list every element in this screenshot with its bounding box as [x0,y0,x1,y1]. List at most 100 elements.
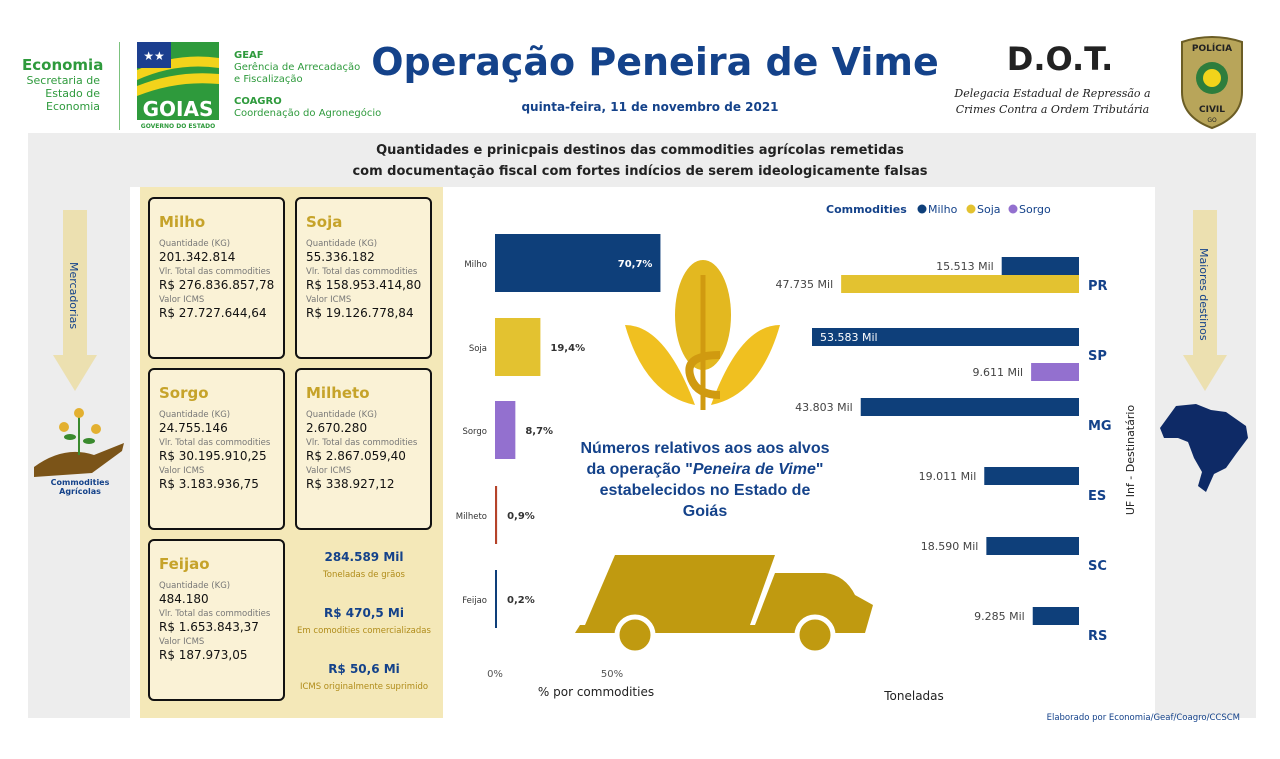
bar-es-milho [984,467,1079,485]
bar-milheto [495,486,498,544]
subtitle-line: Quantidades e prinicpais destinos das co… [376,143,904,158]
total-value: 284.589 Mil [324,550,404,564]
y-axis-label: UF Inf - Destinatário [1124,405,1137,516]
commodities-hand-icon [34,408,124,477]
value-label: 43.803 Mil [795,401,853,414]
arrow-head-icon [1183,355,1227,391]
total-label: Vlr. Total das commodities [306,267,418,277]
card-title: Sorgo [159,384,209,402]
card-title: Feijao [159,555,210,573]
icms-label: Valor ICMS [306,466,352,476]
credit-text: Elaborado por Economia/Geaf/Coagro/CCSCM [1046,713,1240,723]
state-label: PR [1088,279,1108,294]
icms-label: Valor ICMS [306,295,352,305]
total-label: Toneladas de grãos [323,570,405,580]
dot-subtitle-line: Delegacia Estadual de Repressão a [954,87,1151,100]
qty-label: Quantidade (KG) [306,239,378,249]
state-label: SC [1088,559,1107,574]
qty-label: Quantidade (KG) [159,581,231,591]
economia-title: Economia [22,56,104,74]
icms-value: R$ 19.126.778,84 [306,306,414,320]
bar-sorgo [495,401,516,459]
goias-logo-sub: GOVERNO DO ESTADO [141,123,215,130]
legend-item: Soja [977,203,1001,216]
mercadorias-label: Mercadorias [67,262,80,330]
icms-value: R$ 27.727.644,64 [159,306,267,320]
qty-label: Quantidade (KG) [159,239,231,249]
value-label: 18.590 Mil [921,540,979,553]
icms-value: R$ 338.927,12 [306,477,395,491]
icms-label: Valor ICMS [159,466,205,476]
policia-civil-badge: POLÍCIA CIVIL GO [1176,32,1248,130]
state-label: RS [1088,629,1107,644]
commodity-card-milheto: Milheto Quantidade (KG) 2.670.280 Vlr. To… [295,368,432,530]
arrow-down-icon [1193,210,1217,360]
legend-marker [966,204,976,214]
total-value: R$ 50,6 Mi [328,662,400,676]
dot-subtitle: Delegacia Estadual de Repressão a Crimes … [945,86,1160,118]
qty-label: Quantidade (KG) [159,410,231,420]
total-label: ICMS originalmente suprimido [299,682,429,692]
bar-feijao [495,570,497,628]
total-label: Vlr. Total das commodities [159,609,271,619]
coagro-subtitle: Coordenação do Agronegócio [234,108,382,119]
legend-marker [1008,204,1018,214]
dot-subtitle-line: Crimes Contra a Ordem Tributária [955,103,1150,116]
card-title: Milho [159,213,206,231]
coagro-title: COAGRO [234,96,282,107]
qty-value: 201.342.814 [159,250,236,264]
dot-title: D.O.T. [1006,40,1114,78]
value-label: 0,9% [507,511,535,522]
geaf-subtitle: Gerência de Arrecadação e Fiscalização [234,62,361,85]
icms-label: Valor ICMS [159,637,205,647]
bar-mg-milho [860,398,1079,416]
total-value: R$ 158.953.414,80 [306,278,422,292]
truck-icon [575,555,873,655]
commodity-card-feijao: Feijao Quantidade (KG) 484.180 Vlr. Total… [148,539,285,701]
badge-top-text: POLÍCIA [1192,42,1232,54]
category-label: Sorgo [462,427,487,437]
bar-sc-milho [986,537,1079,555]
value-label: 15.513 Mil [936,260,994,273]
maiores-destinos-label: Maiores destinos [1197,248,1210,341]
subtitle-line: com documentação fiscal com fortes indíc… [352,164,928,179]
commodity-card-sorgo: Sorgo Quantidade (KG) 24.755.146 Vlr. Tot… [148,368,285,530]
arrow-down-icon [63,210,87,360]
goias-logo-text: GOIAS [143,97,214,121]
commodity-card-milho: Milho Quantidade (KG) 201.342.814 Vlr. To… [148,197,285,359]
arrow-head-icon [53,355,97,391]
bar-milho [495,234,661,292]
total-icms: R$ 50,6 Mi ICMS originalmente suprimido [296,662,432,692]
value-label: 9.285 Mil [974,610,1025,623]
corn-dollar-icon [625,260,780,410]
value-label: 53.583 Mil [820,331,878,344]
qty-value: 484.180 [159,592,209,606]
bar-sp-sorgo [1031,363,1079,381]
value-label: 47.735 Mil [776,278,834,291]
x-tick: 0% [487,669,503,680]
qty-value: 24.755.146 [159,421,228,435]
value-label: 8,7% [525,426,553,437]
badge-state: GO [1207,117,1217,124]
total-value: R$ 30.195.910,25 [159,449,267,463]
legend-item: Sorgo [1019,203,1051,216]
icms-label: Valor ICMS [159,295,205,305]
commodity-card-soja: Soja Quantidade (KG) 55.336.182 Vlr. Tota… [295,197,432,359]
total-label: Vlr. Total das commodities [159,438,271,448]
x-axis-label: % por commodities [538,685,654,699]
card-title: Soja [306,213,343,231]
economia-subtitle: Secretaria de Estado de Economia [26,74,100,113]
total-label: Vlr. Total das commodities [306,438,418,448]
bar-sp-milho [812,328,1079,346]
x-tick: 50% [601,669,623,680]
bar-pr-milho [1001,257,1079,275]
state-label: SP [1088,349,1107,364]
icms-value: R$ 187.973,05 [159,648,248,662]
value-label: 0,2% [507,595,535,606]
category-label: Milheto [456,512,487,522]
note-italic: Peneira de Vime [692,461,816,478]
qty-value: 55.336.182 [306,250,375,264]
brazil-map-icon [1160,404,1248,492]
